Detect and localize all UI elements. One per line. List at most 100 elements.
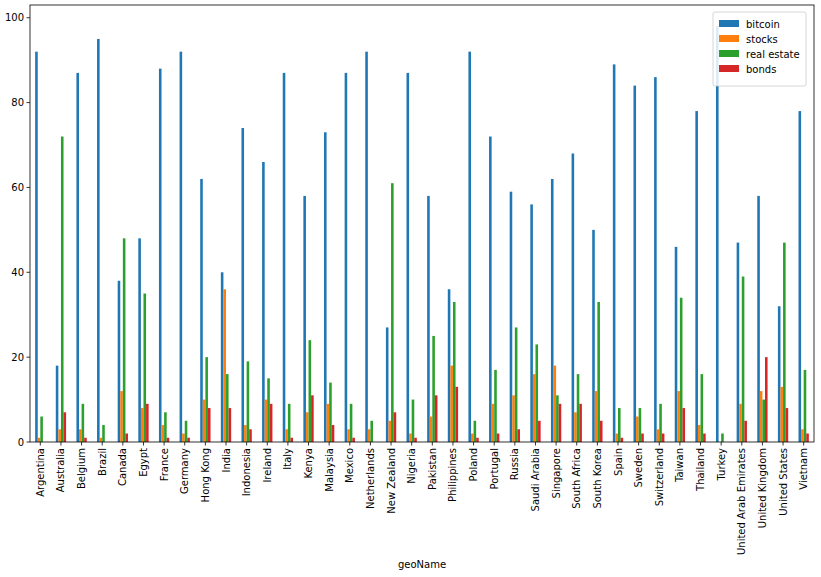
y-tick-label: 40 [11, 267, 24, 278]
x-tick [122, 442, 123, 446]
legend-swatch [719, 50, 739, 57]
x-tick [473, 442, 474, 446]
bar [244, 425, 247, 442]
bar [162, 425, 165, 442]
x-tick-label: Kenya [303, 448, 314, 479]
x-tick-label: Egypt [138, 448, 149, 477]
bar [804, 370, 807, 442]
bar [703, 434, 706, 442]
x-tick-label: Malaysia [324, 448, 335, 492]
bar [556, 395, 559, 442]
x-tick [700, 442, 701, 446]
bar [265, 400, 268, 442]
x-tick [267, 442, 268, 446]
bar [352, 438, 355, 442]
bar [283, 73, 286, 442]
x-tick [329, 442, 330, 446]
bar [205, 357, 208, 442]
bar [241, 128, 244, 442]
bar [698, 425, 701, 442]
bar [143, 294, 146, 442]
bar [530, 204, 533, 442]
bar [806, 434, 809, 442]
x-tick [659, 442, 660, 446]
bar [780, 387, 783, 442]
bar [164, 412, 167, 442]
bar [79, 429, 82, 442]
bar [574, 412, 577, 442]
bar [657, 429, 660, 442]
bar [208, 408, 211, 442]
bar [35, 52, 38, 442]
bar [450, 366, 453, 442]
y-tick [27, 442, 31, 443]
x-tick-label: Singapore [551, 448, 562, 498]
bar [577, 374, 580, 442]
legend-swatch [719, 20, 739, 27]
bar [592, 230, 595, 442]
x-tick [246, 442, 247, 446]
bar [737, 243, 740, 442]
x-tick [205, 442, 206, 446]
x-tick [102, 442, 103, 446]
x-tick [60, 442, 61, 446]
chart: 020406080100ArgentinaAustraliaBelgiumBra… [0, 0, 821, 577]
bar [535, 344, 538, 442]
y-tick [27, 102, 31, 103]
bar [123, 238, 126, 442]
x-tick [432, 442, 433, 446]
bar [654, 77, 657, 442]
bar [762, 400, 765, 442]
x-tick-label: Ireland [262, 448, 273, 483]
x-tick [287, 442, 288, 446]
legend-label: bonds [746, 64, 776, 75]
x-tick-label: Vietnam [798, 448, 809, 490]
bar [285, 429, 288, 442]
legend-label: stocks [746, 34, 778, 45]
y-tick-label: 100 [5, 12, 24, 23]
x-tick-label: Spain [613, 448, 624, 476]
x-tick-label: New Zealand [386, 448, 397, 514]
bar [409, 434, 412, 442]
bar [453, 302, 456, 442]
bar [783, 243, 786, 442]
bar [597, 302, 600, 442]
bar [695, 111, 698, 442]
bar [229, 408, 232, 442]
bar [716, 26, 719, 442]
bar [267, 378, 270, 442]
bar [226, 374, 229, 442]
bar [579, 404, 582, 442]
bar [497, 434, 500, 442]
bar [180, 52, 183, 442]
bar [414, 438, 417, 442]
bar [621, 438, 624, 442]
bar [639, 408, 642, 442]
bar [559, 404, 562, 442]
bar [200, 179, 203, 442]
y-tick-label: 60 [11, 182, 24, 193]
bar [221, 272, 224, 442]
bar [167, 438, 170, 442]
bar [721, 434, 724, 442]
x-tick-label: Sweden [633, 448, 644, 488]
bar [102, 425, 105, 442]
bar [146, 404, 149, 442]
x-tick [721, 442, 722, 446]
x-tick [411, 442, 412, 446]
bar [476, 438, 479, 442]
x-tick-label: Germany [179, 448, 190, 494]
bar [203, 400, 206, 442]
bar [760, 391, 763, 442]
bar [512, 395, 515, 442]
bar [492, 404, 495, 442]
bar [84, 438, 87, 442]
x-tick [783, 442, 784, 446]
x-tick-label: Australia [55, 448, 66, 492]
bar [40, 417, 43, 442]
bar [551, 179, 554, 442]
x-tick-label: Hong Kong [200, 448, 211, 502]
bar [412, 400, 415, 442]
x-tick [494, 442, 495, 446]
bar [249, 429, 252, 442]
